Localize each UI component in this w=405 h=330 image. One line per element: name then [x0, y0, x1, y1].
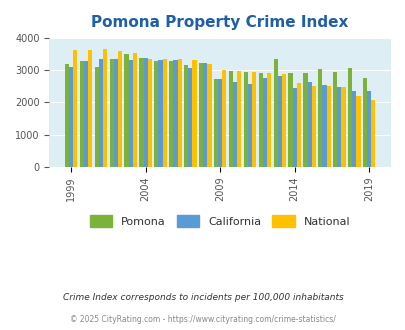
Bar: [207, 64, 211, 167]
Bar: [213, 79, 217, 167]
Bar: [124, 54, 128, 167]
Bar: [198, 63, 202, 167]
Bar: [217, 79, 222, 167]
Bar: [311, 86, 315, 167]
Bar: [232, 82, 237, 167]
Bar: [371, 100, 375, 167]
Bar: [352, 91, 356, 167]
Bar: [169, 61, 173, 167]
Bar: [273, 59, 277, 167]
Legend: Pomona, California, National: Pomona, California, National: [85, 211, 354, 231]
Bar: [307, 82, 311, 167]
Bar: [341, 87, 345, 167]
Bar: [113, 59, 117, 167]
Bar: [258, 74, 262, 167]
Bar: [98, 59, 103, 167]
Text: Crime Index corresponds to incidents per 100,000 inhabitants: Crime Index corresponds to incidents per…: [62, 293, 343, 302]
Bar: [296, 83, 300, 167]
Bar: [80, 61, 84, 167]
Bar: [69, 67, 73, 167]
Bar: [337, 87, 341, 167]
Bar: [243, 72, 247, 167]
Bar: [362, 78, 366, 167]
Bar: [277, 76, 281, 167]
Text: © 2025 CityRating.com - https://www.cityrating.com/crime-statistics/: © 2025 CityRating.com - https://www.city…: [70, 315, 335, 324]
Bar: [73, 50, 77, 167]
Bar: [84, 61, 88, 167]
Bar: [143, 58, 147, 167]
Bar: [262, 78, 266, 167]
Bar: [222, 70, 226, 167]
Title: Pomona Property Crime Index: Pomona Property Crime Index: [91, 15, 348, 30]
Bar: [237, 71, 241, 167]
Bar: [109, 59, 113, 167]
Bar: [158, 60, 162, 167]
Bar: [94, 67, 98, 167]
Bar: [292, 87, 296, 167]
Bar: [228, 71, 232, 167]
Bar: [202, 63, 207, 167]
Bar: [192, 60, 196, 167]
Bar: [333, 72, 337, 167]
Bar: [356, 96, 360, 167]
Bar: [88, 50, 92, 167]
Bar: [252, 72, 256, 167]
Bar: [162, 59, 166, 167]
Bar: [322, 85, 326, 167]
Bar: [266, 74, 271, 167]
Bar: [103, 50, 107, 167]
Bar: [188, 68, 192, 167]
Bar: [139, 58, 143, 167]
Bar: [318, 69, 322, 167]
Bar: [281, 75, 286, 167]
Bar: [347, 68, 352, 167]
Bar: [65, 64, 69, 167]
Bar: [128, 60, 132, 167]
Bar: [117, 51, 122, 167]
Bar: [183, 65, 188, 167]
Bar: [366, 91, 371, 167]
Bar: [288, 73, 292, 167]
Bar: [247, 84, 252, 167]
Bar: [177, 59, 181, 167]
Bar: [303, 74, 307, 167]
Bar: [147, 59, 151, 167]
Bar: [326, 86, 330, 167]
Bar: [132, 53, 136, 167]
Bar: [154, 61, 158, 167]
Bar: [173, 60, 177, 167]
